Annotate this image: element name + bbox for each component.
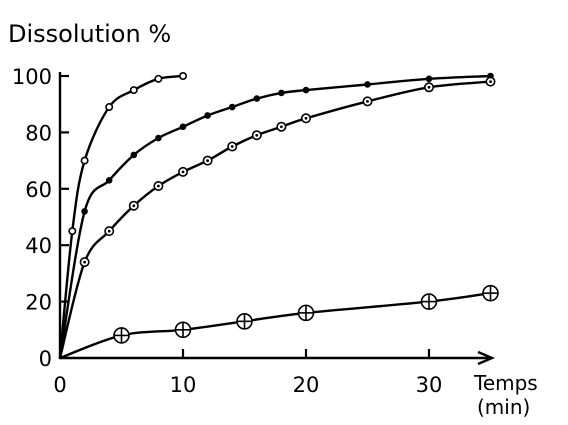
data-point bbox=[227, 141, 238, 152]
data-point bbox=[104, 226, 115, 237]
series-4 bbox=[58, 284, 499, 360]
data-point bbox=[130, 151, 138, 159]
x-axis-arrow-icon bbox=[477, 350, 496, 366]
series-2-line bbox=[58, 74, 492, 360]
x-tick-label: 10 bbox=[170, 373, 197, 397]
data-point bbox=[362, 96, 373, 107]
data-point bbox=[364, 81, 371, 88]
data-point bbox=[276, 121, 287, 132]
x-tick-group: 0 10 20 30 bbox=[53, 349, 442, 397]
data-point bbox=[105, 103, 114, 112]
y-tick-label: 20 bbox=[25, 291, 52, 315]
data-point bbox=[128, 200, 139, 211]
data-point bbox=[297, 304, 315, 322]
data-point bbox=[420, 293, 438, 310]
x-tick-label: 20 bbox=[293, 373, 320, 397]
x-axis-label: Temps bbox=[473, 371, 538, 395]
chart-title: Dissolution % bbox=[8, 20, 171, 48]
data-point bbox=[423, 82, 434, 93]
data-point bbox=[302, 86, 310, 94]
data-point bbox=[425, 75, 433, 83]
data-point bbox=[482, 284, 499, 302]
data-point bbox=[153, 180, 164, 191]
data-point bbox=[79, 257, 90, 268]
data-point bbox=[81, 208, 88, 215]
data-point bbox=[174, 321, 192, 339]
series-1 bbox=[58, 72, 188, 360]
data-point bbox=[179, 123, 187, 131]
y-tick-label: 0 bbox=[39, 347, 52, 371]
y-tick-label: 100 bbox=[12, 65, 52, 89]
data-point bbox=[68, 227, 77, 236]
x-axis-unit-label: (min) bbox=[477, 395, 530, 419]
data-point bbox=[155, 134, 162, 142]
series-3 bbox=[58, 76, 496, 360]
data-point bbox=[202, 155, 213, 166]
data-point bbox=[204, 112, 211, 119]
y-tick-label: 40 bbox=[25, 234, 52, 258]
data-point bbox=[278, 89, 285, 97]
series-2 bbox=[58, 72, 494, 360]
data-point bbox=[251, 130, 262, 141]
y-tick-label: 60 bbox=[25, 178, 52, 202]
data-point bbox=[178, 166, 189, 177]
data-point bbox=[129, 86, 138, 95]
data-point bbox=[236, 313, 253, 330]
data-point bbox=[80, 156, 89, 165]
x-tick-label: 0 bbox=[53, 373, 66, 397]
y-tick-label: 80 bbox=[25, 121, 52, 145]
data-point bbox=[105, 177, 113, 184]
series-layer bbox=[58, 72, 499, 360]
data-point bbox=[113, 327, 130, 344]
data-point bbox=[179, 72, 188, 81]
data-point bbox=[228, 103, 236, 111]
data-point bbox=[253, 95, 261, 102]
x-tick-label: 30 bbox=[416, 373, 443, 397]
data-point bbox=[485, 76, 496, 87]
data-point bbox=[154, 74, 163, 83]
data-point bbox=[300, 113, 311, 124]
y-tick-group: 0 20 40 60 80 100 bbox=[12, 65, 69, 371]
